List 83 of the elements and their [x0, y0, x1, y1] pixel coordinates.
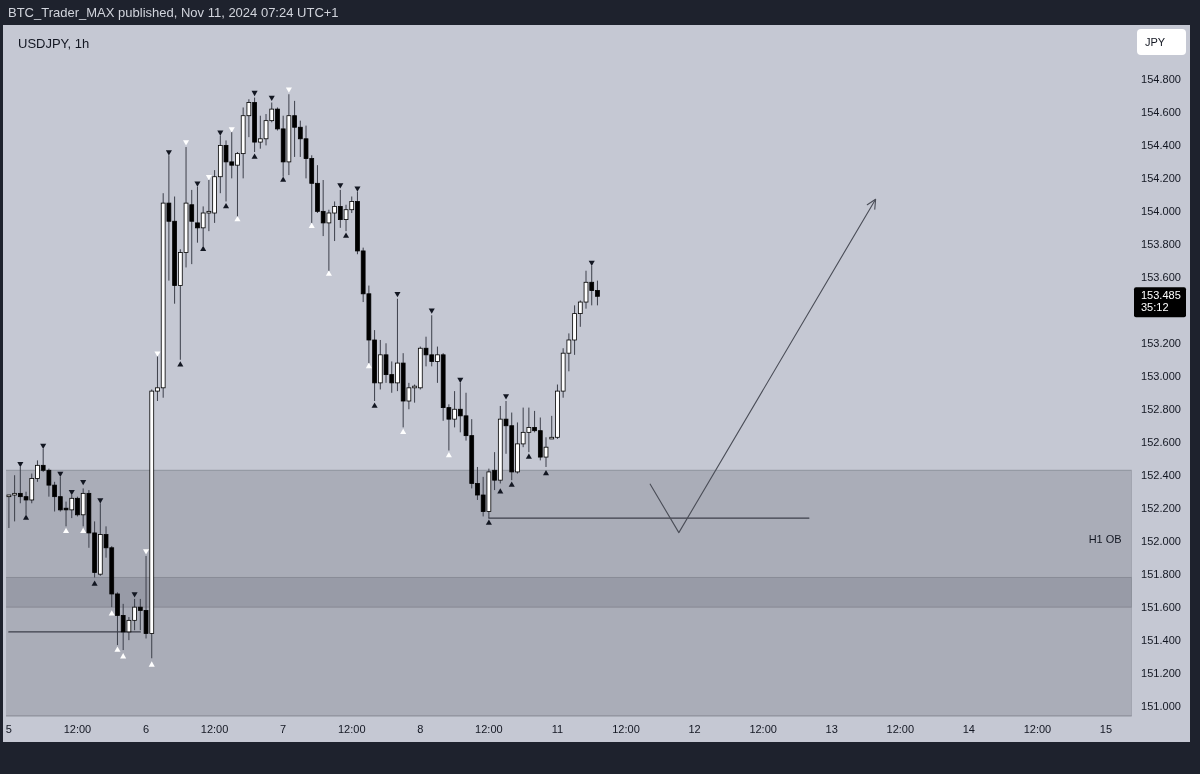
x-tick-label: 12:00: [612, 723, 640, 735]
point: [205, 174, 212, 181]
x-tick-label: 12:00: [1023, 723, 1052, 735]
point: [217, 130, 224, 136]
point: [108, 610, 115, 616]
x-tick-label: 15: [1099, 723, 1113, 735]
point: [114, 646, 121, 652]
point: [182, 140, 190, 146]
y-tick-label: 151.600: [1141, 601, 1181, 614]
y-tick-label: 151.000: [1141, 700, 1181, 713]
y-axis-title: JPY: [1144, 36, 1166, 48]
text: 153.485: [1141, 289, 1181, 302]
point: [91, 580, 98, 586]
point: [371, 402, 378, 408]
point: [57, 471, 64, 478]
y-tick-label: 153.200: [1141, 337, 1181, 350]
point: [268, 95, 275, 102]
text: USDJPY, 1h: [18, 36, 90, 51]
x-tick-label: 12:00: [63, 723, 92, 735]
point: [80, 480, 87, 486]
y-tick-label: 153.000: [1141, 370, 1181, 383]
point: [337, 183, 344, 189]
y-tick-label: 152.400: [1141, 469, 1181, 482]
point: [222, 202, 230, 209]
y-tick-label: 151.400: [1141, 634, 1181, 647]
point: [400, 428, 407, 435]
y-tick-label: 151.800: [1141, 568, 1181, 581]
point: [280, 176, 287, 182]
y-tick-label: 153.800: [1141, 238, 1181, 251]
point: [308, 222, 315, 228]
point: [525, 453, 532, 459]
x-tick-label: 12:00: [886, 723, 915, 735]
point: [131, 592, 138, 598]
y-tick-label: 154.000: [1141, 205, 1181, 218]
text: 35:12: [1141, 301, 1169, 314]
y-tick-label: 154.200: [1141, 172, 1181, 185]
text: BTC_Trader_MAX published, Nov 11, 2024 07:24 UTC+1: [8, 5, 339, 20]
x-tick-label: 13: [825, 723, 838, 735]
point: [457, 377, 464, 384]
point: [365, 362, 372, 369]
x-tick-label: 12:00: [337, 723, 366, 735]
point: [165, 150, 172, 156]
point: [17, 461, 24, 468]
point: [251, 153, 258, 159]
x-tick-label: 5: [5, 723, 12, 735]
point: [97, 498, 104, 504]
point: [251, 90, 258, 97]
y-tick-label: 152.800: [1141, 403, 1181, 416]
x-tick-label: 12:00: [749, 723, 777, 735]
y-tick-label: 154.800: [1141, 73, 1181, 86]
point: [23, 514, 30, 520]
x-tick-label: 14: [962, 723, 975, 735]
point: [63, 527, 70, 534]
x-tick-label: 11: [551, 723, 564, 735]
point: [80, 527, 87, 534]
point: [142, 549, 150, 555]
y-tick-label: 153.600: [1141, 271, 1181, 284]
point: [485, 519, 492, 525]
point: [502, 394, 510, 400]
band-label: H1 OB: [1088, 532, 1122, 545]
point: [342, 232, 350, 238]
y-tick-label: 151.200: [1141, 667, 1181, 680]
x-tick-label: 6: [142, 723, 150, 735]
x-tick-label: 12:00: [200, 723, 229, 735]
y-tick-label: 152.000: [1141, 535, 1181, 548]
point: [228, 127, 235, 133]
x-tick-label: 8: [417, 723, 424, 735]
point: [394, 292, 401, 298]
x-tick-label: 12: [688, 723, 701, 735]
x-tick-label: 7: [280, 723, 287, 735]
point: [200, 245, 207, 252]
y-tick-label: 152.600: [1141, 436, 1181, 449]
y-tick-label: 154.400: [1141, 139, 1181, 152]
point: [508, 481, 515, 487]
x-tick-label: 12:00: [475, 723, 503, 735]
point: [148, 661, 155, 667]
point: [154, 351, 161, 357]
point: [588, 260, 595, 266]
point: [445, 451, 452, 458]
y-tick-label: 154.600: [1141, 106, 1181, 119]
point: [325, 270, 332, 276]
point: [68, 489, 75, 496]
y-tick-label: 152.200: [1141, 502, 1181, 515]
